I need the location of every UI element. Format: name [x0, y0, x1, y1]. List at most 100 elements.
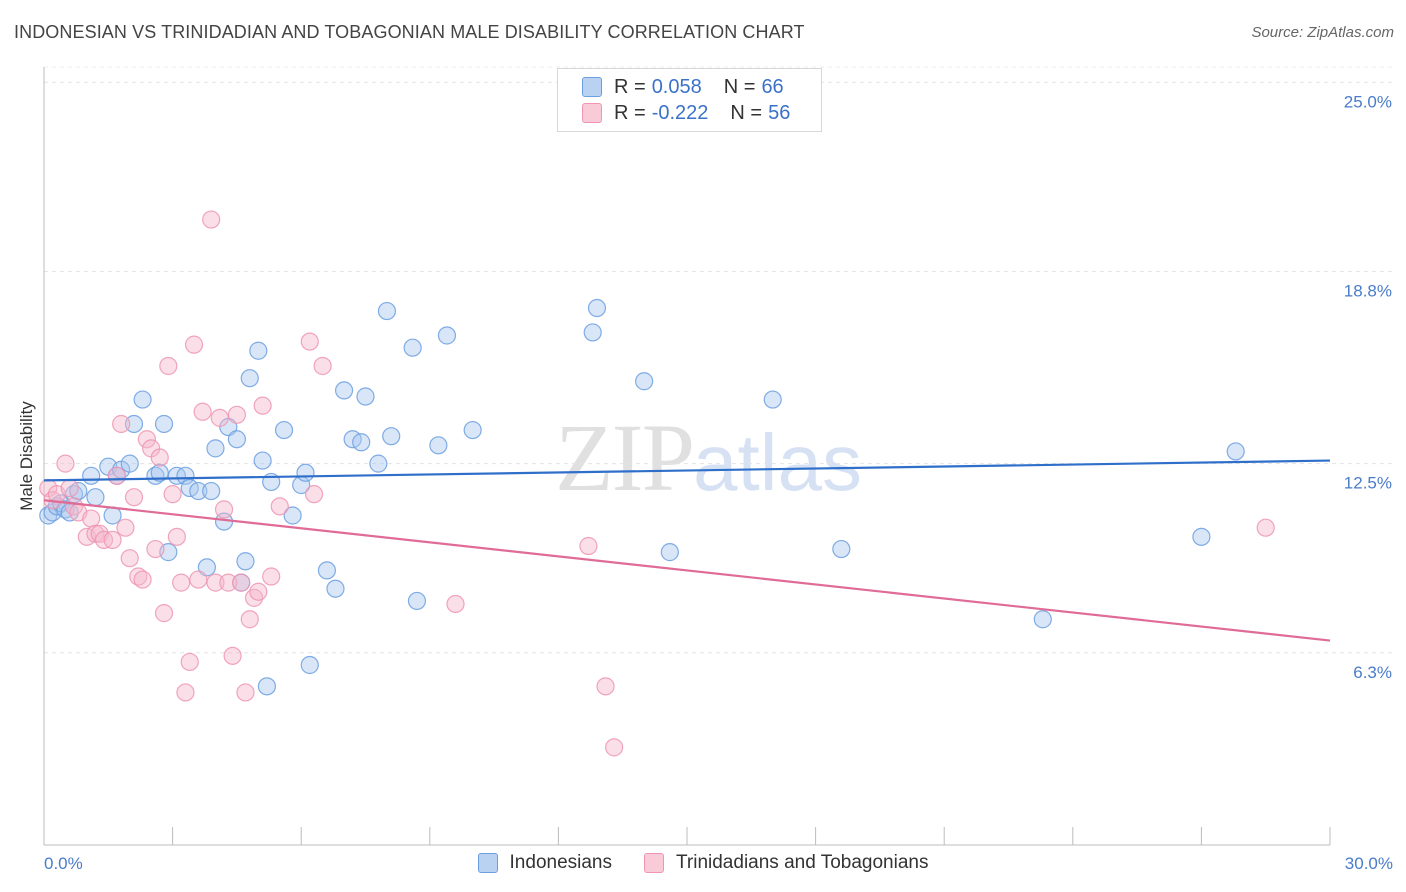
point-indonesians [377, 301, 397, 321]
point-trinidadians [137, 430, 156, 449]
point-trinidadians [313, 356, 332, 376]
point-trinidadians [133, 570, 152, 589]
point-indonesians [763, 390, 782, 409]
point-indonesians [124, 414, 144, 434]
point-indonesians [86, 488, 105, 507]
point-indonesians [1226, 442, 1245, 461]
point-indonesians [587, 298, 607, 318]
source-label: Source: ZipAtlas.com [1251, 24, 1394, 41]
point-trinidadians [189, 570, 208, 589]
point-indonesians [429, 436, 448, 455]
legend-r-label: R = [614, 75, 646, 98]
point-trinidadians [167, 527, 186, 546]
point-trinidadians [176, 683, 195, 702]
point-indonesians [150, 463, 169, 482]
point-indonesians [407, 591, 427, 611]
point-indonesians [660, 543, 679, 562]
point-trinidadians [202, 210, 221, 229]
point-indonesians [283, 506, 302, 525]
point-trinidadians [214, 500, 234, 519]
legend-swatch-trinidadians [582, 103, 602, 123]
point-indonesians [133, 390, 152, 409]
point-indonesians [154, 414, 174, 434]
point-trinidadians [193, 402, 212, 421]
point-trinidadians [184, 335, 204, 354]
point-trinidadians [116, 518, 135, 537]
point-indonesians [1033, 610, 1052, 629]
legend-n-value: 56 [768, 101, 791, 124]
point-indonesians [437, 326, 457, 345]
point-indonesians [82, 466, 101, 485]
point-indonesians [249, 341, 268, 360]
legend-swatch-indonesians [477, 853, 498, 873]
point-trinidadians [206, 573, 225, 592]
point-trinidadians [154, 604, 174, 623]
point-indonesians [369, 454, 388, 473]
point-trinidadians [227, 405, 246, 424]
legend-r-label: R = [614, 101, 646, 124]
point-indonesians [236, 552, 255, 571]
y-tick-label: 18.8% [1344, 281, 1392, 300]
point-indonesians [463, 420, 482, 440]
point-indonesians [103, 506, 122, 525]
legend-n-value: 66 [761, 75, 784, 98]
point-indonesians [352, 433, 371, 452]
legend-item-indonesians: Indonesians [477, 852, 612, 874]
point-trinidadians [596, 677, 615, 696]
point-trinidadians [605, 738, 624, 757]
point-indonesians [240, 369, 259, 388]
y-tick-label: 25.0% [1344, 92, 1392, 111]
point-trinidadians [300, 332, 319, 351]
y-tick-label: 12.5% [1344, 474, 1392, 493]
watermark-atlas: atlas [693, 418, 862, 507]
point-indonesians [296, 463, 315, 482]
point-indonesians [257, 677, 277, 696]
legend-n-label: N = [723, 75, 756, 98]
point-trinidadians [112, 414, 131, 434]
point-trinidadians [159, 356, 178, 376]
point-indonesians [300, 655, 319, 675]
point-trinidadians [304, 485, 324, 504]
point-indonesians [227, 430, 246, 449]
trend-line-indonesians [43, 459, 1331, 482]
point-trinidadians [150, 448, 169, 467]
stats-legend: R = 0.058 N = 66 R = -0.222 N = 56 [557, 68, 822, 132]
point-trinidadians [56, 454, 75, 473]
point-trinidadians [249, 582, 268, 601]
point-trinidadians [180, 652, 199, 672]
legend-item-trinidadians: Trinidadians and Tobagonians [644, 852, 928, 874]
point-trinidadians [579, 536, 598, 556]
point-trinidadians [82, 509, 101, 528]
point-trinidadians [223, 646, 242, 665]
point-indonesians [635, 372, 654, 391]
point-trinidadians [232, 573, 251, 592]
point-trinidadians [240, 610, 259, 629]
point-indonesians [403, 338, 422, 357]
legend-label-indonesians: Indonesians [509, 852, 612, 873]
point-trinidadians [446, 594, 465, 614]
point-indonesians [317, 561, 337, 580]
point-indonesians [1192, 527, 1211, 546]
point-trinidadians [270, 497, 289, 516]
point-trinidadians [219, 573, 238, 592]
point-trinidadians [172, 573, 191, 592]
chart-title: INDONESIAN VS TRINIDADIAN AND TOBAGONIAN… [14, 22, 805, 42]
watermark: ZIPatlas [555, 402, 862, 513]
point-indonesians [274, 420, 294, 440]
legend-swatch-indonesians [582, 77, 602, 97]
x-tick-label: 0.0% [44, 854, 83, 873]
y-tick-label: 6.3% [1353, 663, 1392, 682]
point-indonesians [253, 451, 272, 470]
stats-legend-row-trinidadians: R = -0.222 N = 56 [582, 100, 794, 126]
point-indonesians [202, 481, 221, 501]
point-indonesians [326, 579, 345, 598]
point-indonesians [189, 481, 208, 501]
point-indonesians [206, 439, 225, 458]
point-trinidadians [163, 485, 182, 504]
point-indonesians [334, 381, 354, 400]
series-legend: Indonesians Trinidadians and Tobagonians [0, 852, 1406, 874]
point-trinidadians [124, 488, 144, 507]
x-tick-label: 30.0% [1345, 854, 1393, 873]
point-indonesians [356, 387, 375, 406]
